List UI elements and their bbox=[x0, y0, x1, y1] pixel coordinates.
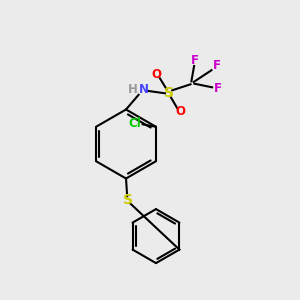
Text: H: H bbox=[128, 83, 138, 96]
Text: F: F bbox=[190, 53, 198, 67]
Text: F: F bbox=[213, 59, 221, 72]
Text: O: O bbox=[175, 105, 185, 119]
Text: N: N bbox=[139, 83, 149, 96]
Text: F: F bbox=[214, 82, 221, 95]
Text: S: S bbox=[122, 193, 133, 207]
Text: Cl: Cl bbox=[128, 117, 141, 130]
Text: O: O bbox=[151, 68, 161, 81]
Text: S: S bbox=[164, 86, 174, 100]
